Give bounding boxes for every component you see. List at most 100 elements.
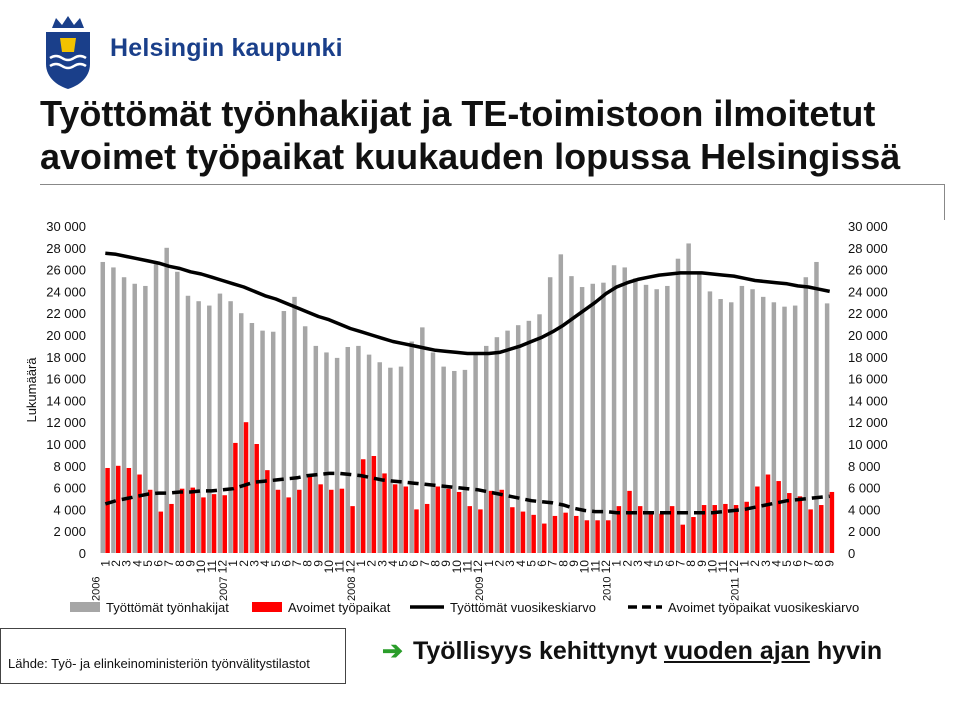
x-tick-label-month: 6 bbox=[407, 560, 421, 567]
bar-unemployed bbox=[814, 261, 819, 553]
bar-vacancies bbox=[755, 486, 760, 553]
x-tick-label-month: 9 bbox=[184, 560, 198, 567]
x-tick-label-month: 9 bbox=[695, 560, 709, 567]
bar-unemployed bbox=[547, 277, 553, 553]
x-tick-label-month: 5 bbox=[397, 560, 411, 567]
x-tick-label-month: 5 bbox=[524, 560, 538, 567]
bar-unemployed bbox=[249, 323, 255, 553]
x-tick-label-month: 9 bbox=[567, 560, 581, 567]
y-tick-label-left: 4 000 bbox=[53, 502, 86, 517]
bar-vacancies bbox=[467, 506, 472, 553]
x-tick-label-month: 6 bbox=[791, 560, 805, 567]
bar-unemployed bbox=[590, 283, 596, 553]
y-tick-label-left: 2 000 bbox=[53, 524, 86, 539]
y-tick-label-left: 28 000 bbox=[46, 241, 86, 256]
x-tick-label-month: 2 bbox=[365, 560, 379, 567]
bar-unemployed bbox=[707, 291, 713, 553]
bar-vacancies bbox=[680, 524, 686, 553]
y-tick-label-left: 6 000 bbox=[53, 481, 86, 496]
bar-vacancies bbox=[659, 513, 664, 553]
bar-vacancies bbox=[616, 506, 622, 553]
bar-vacancies bbox=[329, 489, 334, 553]
x-tick-label-month: 2 bbox=[492, 560, 506, 567]
x-tick-label-month: 3 bbox=[247, 560, 261, 567]
x-tick-label-month: 9 bbox=[311, 560, 325, 567]
bar-unemployed bbox=[739, 285, 745, 553]
bar-unemployed bbox=[430, 352, 436, 553]
x-tick-label-month: 1 bbox=[737, 560, 751, 567]
x-tick-label-month: 11 bbox=[205, 560, 219, 573]
y-tick-label-right: 2 000 bbox=[848, 524, 881, 539]
line-vacancies-average bbox=[104, 471, 830, 515]
bar-unemployed bbox=[302, 326, 308, 553]
bar-unemployed bbox=[643, 284, 649, 553]
bar-unemployed bbox=[760, 296, 766, 553]
bar-unemployed bbox=[505, 330, 510, 553]
source-text: Lähde: Työ- ja elinkeinoministeriön työn… bbox=[8, 656, 310, 671]
bar-vacancies bbox=[382, 473, 387, 553]
x-tick-label-month: 7 bbox=[162, 560, 176, 567]
x-tick-label-month: 11 bbox=[333, 560, 347, 573]
bar-vacancies bbox=[158, 511, 164, 553]
bar-unemployed bbox=[175, 271, 180, 553]
brand-name: Helsingin kaupunki bbox=[110, 34, 343, 62]
x-tick-label-month: 12 bbox=[216, 560, 230, 574]
bar-vacancies bbox=[147, 489, 153, 553]
bar-unemployed bbox=[782, 306, 787, 553]
x-tick-label-month: 8 bbox=[684, 560, 698, 567]
bar-vacancies bbox=[243, 422, 249, 553]
bar-vacancies bbox=[414, 509, 419, 553]
x-tick-label-month: 10 bbox=[706, 560, 720, 574]
bar-vacancies bbox=[520, 511, 526, 553]
legend-swatch-vacancies bbox=[252, 602, 282, 612]
bar-vacancies bbox=[211, 494, 217, 553]
y-tick-label-left: 14 000 bbox=[46, 393, 86, 408]
bar-unemployed bbox=[622, 267, 627, 553]
bar-unemployed bbox=[494, 337, 500, 553]
bar-vacancies bbox=[350, 506, 355, 553]
bar-vacancies bbox=[339, 488, 345, 553]
bar-unemployed bbox=[824, 303, 830, 553]
x-tick-label-month: 5 bbox=[780, 560, 794, 567]
line-unemployed-average bbox=[105, 251, 831, 356]
x-tick-label-year: 2008 bbox=[346, 577, 358, 601]
x-tick-label-month: 11 bbox=[716, 560, 730, 573]
bar-vacancies bbox=[552, 515, 558, 553]
bar-vacancies bbox=[435, 486, 441, 553]
bar-vacancies bbox=[222, 495, 227, 553]
bar-unemployed bbox=[750, 289, 755, 553]
bar-vacancies bbox=[669, 506, 675, 553]
y-tick-label-right: 30 000 bbox=[848, 219, 888, 234]
y-tick-label-right: 6 000 bbox=[848, 481, 881, 496]
y-tick-label-right: 18 000 bbox=[848, 350, 888, 365]
bar-vacancies bbox=[744, 501, 749, 553]
y-tick-label-left: 30 000 bbox=[46, 219, 86, 234]
bar-vacancies bbox=[275, 489, 281, 553]
bar-unemployed bbox=[803, 277, 809, 553]
bar-unemployed bbox=[281, 311, 287, 553]
bar-vacancies bbox=[201, 497, 206, 553]
bar-vacancies bbox=[808, 509, 813, 553]
bar-vacancies bbox=[574, 515, 579, 553]
bar-unemployed bbox=[515, 325, 521, 553]
x-tick-label-month: 12 bbox=[727, 560, 741, 574]
title-divider bbox=[40, 184, 945, 185]
x-tick-label-month: 1 bbox=[98, 560, 112, 567]
x-tick-label-month: 10 bbox=[450, 560, 464, 574]
bar-vacancies bbox=[115, 465, 121, 553]
bar-unemployed bbox=[473, 354, 478, 553]
bar-unemployed bbox=[675, 258, 681, 553]
bar-unemployed bbox=[537, 314, 542, 553]
y-tick-label-left: 26 000 bbox=[46, 263, 86, 278]
bar-vacancies bbox=[691, 517, 696, 553]
frame-edge bbox=[944, 184, 945, 220]
x-tick-label-month: 6 bbox=[152, 560, 166, 567]
x-tick-label-month: 8 bbox=[429, 560, 443, 567]
x-tick-label-month: 1 bbox=[354, 560, 368, 567]
bar-unemployed bbox=[526, 320, 532, 553]
note-text-underlined: vuoden ajan bbox=[663, 637, 810, 665]
x-tick-label-month: 8 bbox=[556, 560, 570, 567]
bar-vacancies bbox=[819, 505, 824, 553]
x-tick-label-month: 9 bbox=[823, 560, 837, 567]
chart: 0 0 2 000 2 000 4 000 4 000 6 000 6 000 8 000 8 0… bbox=[24, 219, 888, 615]
